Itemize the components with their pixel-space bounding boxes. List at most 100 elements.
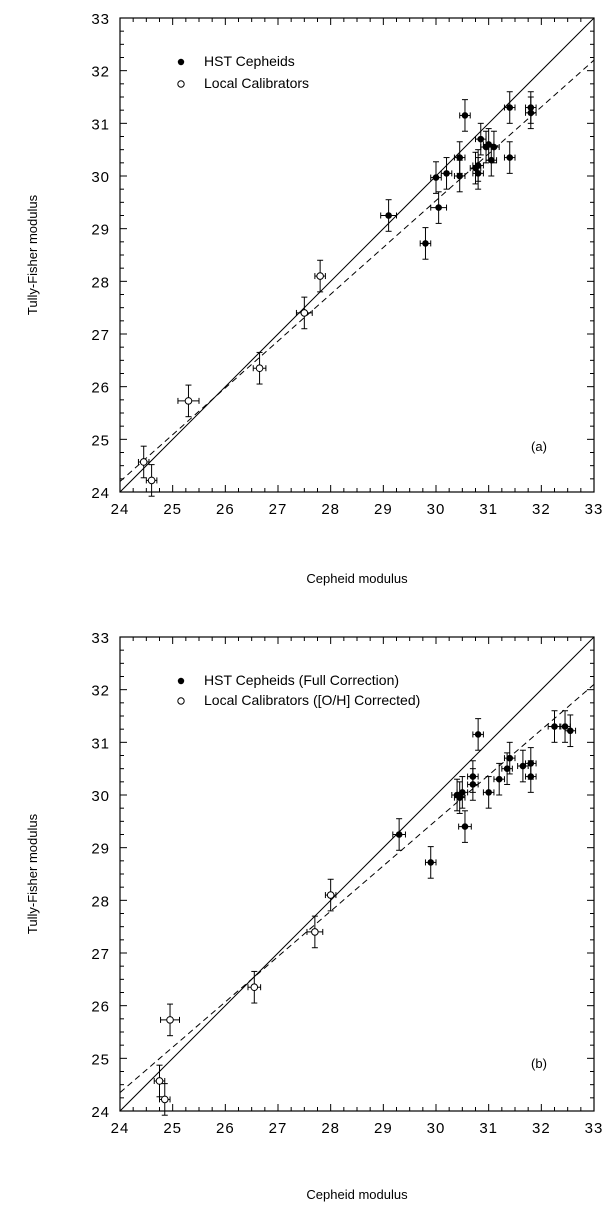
marker-filled [395,831,403,838]
marker-filled [561,723,569,730]
marker-filled [432,174,440,181]
marker-filled [567,727,574,735]
data-point-filled [517,749,529,783]
data-point-filled [440,157,453,190]
x-tick-label: 28 [321,1120,340,1137]
marker-filled [385,212,392,219]
x-tick-label: 24 [111,1120,130,1137]
data-point-open [159,1083,171,1116]
panel-b: 24 25 26 27 28 29 30 31 32 33 24 25 26 27 28 29 30 31 32 33… [25,630,603,1202]
data-point-filled [503,741,516,775]
marker-open [139,458,148,466]
x-tick-label: 25 [163,1120,182,1137]
data-point-open [153,1064,166,1098]
y-tick-label: 30 [91,788,110,805]
data-point-open [324,878,337,912]
panel-a: 24 25 26 27 28 29 30 31 32 33 24 25 26 27 28 29 30 31 32 33… [25,11,602,586]
data-point-filled [488,130,500,164]
x-tick-label: 25 [163,501,182,518]
marker-filled [459,789,466,796]
marker-filled [506,104,514,111]
marker-filled [427,859,435,866]
legend-b: HST Cepheids (Full Correction) Local Cal… [177,672,420,708]
fit-line-dashed [119,59,595,482]
y-tick-label: 26 [91,380,110,397]
legend-label-b-0: HST Cepheids (Full Correction) [204,672,399,688]
x-tick-label: 24 [111,501,130,518]
legend-label-b-1: Local Calibrators ([O/H] Corrected) [204,692,420,708]
legend-marker-filled-b [177,677,185,685]
marker-filled [506,154,514,161]
data-point-filled [430,161,442,194]
x-tick-label: 30 [427,1120,446,1137]
marker-filled [474,731,482,738]
marker-filled [527,109,535,117]
marker-filled [490,143,498,151]
data-point-filled [503,91,516,124]
data-point-open [145,464,158,497]
marker-filled [474,162,482,169]
x-tick-label: 30 [427,501,446,518]
marker-filled [456,154,464,161]
legend-a: HST Cepheids Local Calibrators [177,53,309,91]
data-point-filled [547,710,562,743]
data-point-filled [458,810,472,843]
marker-filled [461,112,469,119]
data-point-filled [525,760,537,793]
x-tick-label: 29 [374,1120,393,1137]
legend-marker-filled-a [177,58,185,66]
y-tick-label: 32 [91,683,110,700]
marker-filled [485,789,492,796]
panel-label-b: (b) [531,1056,547,1071]
x-tick-label: 31 [479,501,498,518]
data-point-filled [493,762,505,796]
marker-open [311,928,319,936]
marker-open [184,397,193,405]
data-point-filled [472,149,484,182]
y-tick-label: 28 [91,274,110,291]
marker-filled [435,204,442,211]
data-point-filled [453,781,466,814]
x-tick-label: 26 [216,501,235,518]
marker-open [255,364,264,373]
x-axis-label-b: Cepheid modulus [306,1187,408,1202]
data-points-a [137,91,537,497]
data-point-filled [430,191,448,224]
data-point-filled [380,199,397,232]
marker-open [250,983,259,992]
marker-open [155,1077,164,1085]
data-point-open [177,384,200,418]
data-point-open [137,445,150,479]
data-points-b [153,710,577,1116]
y-tick-label: 29 [91,841,110,858]
x-tick-label: 32 [532,501,551,518]
y-tick-label: 24 [91,1104,110,1121]
data-point-filled [564,714,577,748]
reference-lines-a [119,17,595,493]
y-axis-label-a: Tully-Fisher modulus [25,194,40,315]
data-point-filled [482,776,495,809]
x-tick-label: 33 [585,1120,603,1137]
y-tick-label: 31 [91,116,110,133]
y-axis-label-b: Tully-Fisher modulus [25,813,40,934]
x-tick-label: 27 [269,501,288,518]
fit-line-dashed [119,684,595,1093]
legend-label-a-0: HST Cepheids [204,53,295,69]
ticks-a: 24 25 26 27 28 29 30 31 32 33 24 25 26 27 28 29 30 31 32 33 [91,11,602,518]
x-axis-label-a: Cepheid modulus [306,571,408,586]
y-tick-label: 26 [91,999,110,1016]
data-point-open [306,915,324,949]
data-point-filled [559,710,571,743]
marker-filled [477,135,485,143]
x-tick-label: 31 [479,1120,498,1137]
marker-filled [506,754,514,762]
legend-label-a-1: Local Calibrators [204,75,309,91]
marker-filled [422,240,429,247]
marker-open [160,1095,169,1104]
marker-open [300,309,309,317]
marker-filled [461,823,469,830]
y-tick-label: 30 [91,169,110,186]
y-tick-label: 32 [91,64,110,81]
marker-open [326,891,335,899]
data-point-filled [472,718,484,751]
